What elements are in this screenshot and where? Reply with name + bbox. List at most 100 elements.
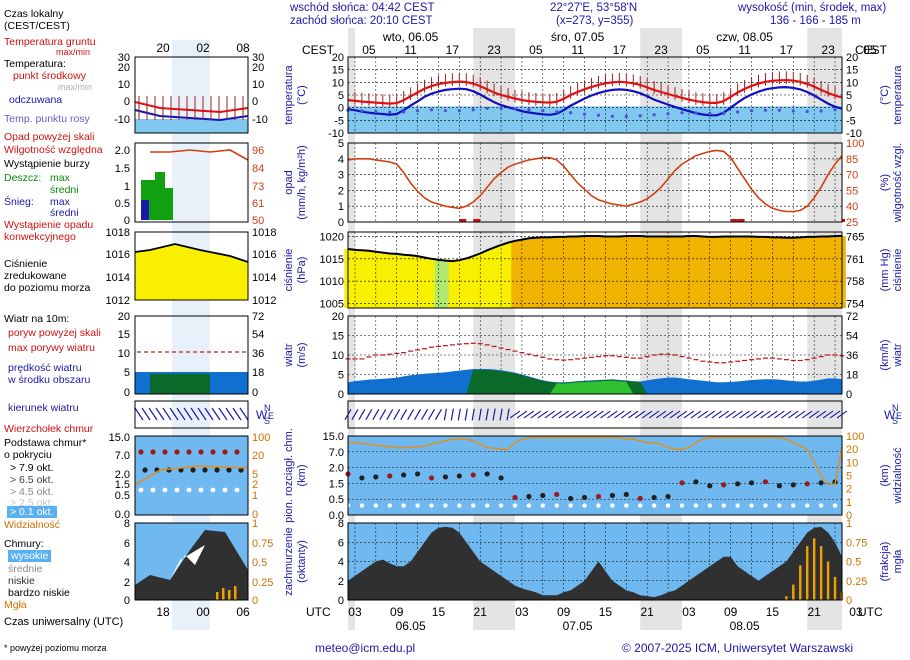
compass-n: N	[264, 403, 271, 413]
legend-pressure-area	[135, 244, 248, 300]
legend-rain-bar	[165, 188, 173, 220]
y-tick-label: 8	[338, 518, 344, 530]
cloud-base-dot	[512, 494, 518, 501]
fog-bar	[806, 546, 809, 600]
legend-humidity: Wilgotność względna	[4, 144, 103, 156]
dew-point-dot	[402, 110, 406, 114]
dew-point-dot	[749, 109, 754, 113]
day-label-top: śro, 07.05	[551, 30, 605, 44]
cloud-base-dot-light	[443, 503, 448, 508]
legend-y-label: 6	[124, 538, 130, 550]
legend-gust-above: poryw powyżej skali	[8, 327, 101, 339]
y-tick-label-right: 40	[846, 201, 858, 213]
contact-email[interactable]: meteo@icm.edu.pl	[315, 641, 416, 655]
legend-cloud-dot	[198, 449, 204, 455]
legend-y-label-right: 20	[252, 450, 264, 462]
dew-point-dot	[722, 111, 726, 116]
y-tick-label: 0	[338, 389, 344, 401]
dew-point-dot	[499, 106, 503, 110]
wind-direction-arrow	[537, 410, 549, 419]
cloud-base-dot	[456, 473, 462, 479]
cloud-base-dot-light	[693, 503, 699, 508]
y-tick-label-right: 54	[846, 331, 858, 343]
legend-utc: Czas uniwersalny (UTC)	[4, 616, 124, 628]
legend-fog-bar	[216, 592, 219, 600]
legend-wind-arrow	[190, 407, 200, 421]
day-label-top: czw, 08.05	[716, 30, 773, 44]
legend-y-label: 0	[124, 96, 130, 108]
legend-y-label-right: 0.75	[252, 538, 273, 550]
axis-title-right: ciśnienie	[892, 249, 904, 292]
cloud-base-dot	[568, 495, 574, 502]
night-band	[348, 28, 355, 630]
legend-y-label-right: 30	[252, 52, 264, 64]
y-tick-label: 1020	[320, 231, 344, 243]
wind-direction-arrow	[697, 410, 709, 419]
legend-cloud-top: Wierzchołek chmur	[4, 423, 94, 435]
hour-label-top: 05	[362, 43, 376, 57]
dew-point-dot	[555, 110, 559, 114]
fog-bar	[799, 565, 802, 600]
legend-y-label-right: 2	[252, 479, 258, 491]
hour-label-top: 17	[780, 43, 794, 57]
y-tick-label-right: 72	[846, 311, 858, 323]
y-tick-label-right: -10	[846, 128, 862, 140]
legend-cloud-dot	[238, 467, 244, 473]
y-tick-label: 0	[338, 595, 344, 607]
axis-title-right-unit: (mm Hg)	[879, 249, 891, 292]
wind-direction-arrow	[781, 410, 792, 419]
panel-frame	[347, 522, 843, 601]
legend-y-label-right: 10	[252, 79, 264, 91]
legend-cloud-dot-light	[174, 487, 180, 493]
hour-label-bottom: 03	[849, 605, 863, 619]
wind-direction-arrow	[822, 410, 834, 419]
legend-y-label: 1014	[106, 272, 130, 284]
legend-ground-maxmin: max/min	[56, 47, 91, 57]
day-label-top: wto, 06.05	[382, 30, 439, 44]
cloud-base-dot-light	[582, 503, 587, 508]
pressure-column	[782, 237, 791, 308]
wind-direction-arrow	[641, 410, 653, 419]
cloud-base-dot-light	[763, 503, 768, 508]
pressure-column	[372, 251, 380, 308]
legend-cloud-dot-light	[186, 487, 192, 493]
pressure-column	[761, 236, 770, 308]
legend-snow-bar	[141, 200, 149, 220]
cloud-base-dot-light	[457, 503, 462, 508]
legend-reduced: zredukowane	[4, 270, 67, 282]
legend-y-label: 1018	[106, 227, 130, 239]
cloud-base-dot-light	[387, 503, 392, 508]
hour-label-bottom: 15	[432, 605, 446, 619]
legend-clouds: Chmury:	[4, 538, 44, 550]
legend-dew-point: Temp. punktu rosy	[4, 113, 90, 125]
legend-y-label-right: 96	[252, 145, 264, 157]
wind-direction-arrow	[669, 410, 681, 419]
wind-direction-arrow	[801, 410, 813, 419]
wind-direction-arrow	[808, 410, 820, 419]
wind-direction-arrow	[530, 410, 542, 419]
ground-temp-area	[348, 106, 842, 133]
legend-wind-dir: kierunek wiatru	[8, 402, 79, 414]
cloud-base-dot	[414, 471, 421, 477]
y-tick-label: 1015	[320, 254, 344, 266]
compass-e: E	[268, 411, 274, 421]
legend-sea-level: do poziomu morza	[4, 282, 91, 294]
legend-okt-79: > 7.9 okt.	[10, 462, 54, 474]
legend-y-label: 0	[124, 595, 130, 607]
dew-point-dot	[596, 113, 601, 117]
dew-point-dot	[471, 108, 475, 112]
legend-y-label: 20	[118, 62, 130, 74]
pressure-column	[775, 237, 784, 308]
axis-title-right: mgła	[892, 549, 904, 574]
dew-point-dot	[638, 114, 642, 118]
legend-y-label: 7.0	[115, 450, 130, 462]
dew-point-dot	[708, 111, 712, 116]
cloud-base-dot	[637, 495, 643, 502]
y-tick-label-right: 25	[846, 217, 858, 229]
pressure-column	[351, 249, 359, 308]
wind-direction-arrow	[386, 409, 394, 420]
axis-title-right-unit: (%)	[879, 174, 891, 191]
legend-wind-arrow	[211, 407, 221, 421]
y-tick-label: 10	[332, 350, 344, 362]
wind-direction-arrow	[711, 410, 723, 419]
